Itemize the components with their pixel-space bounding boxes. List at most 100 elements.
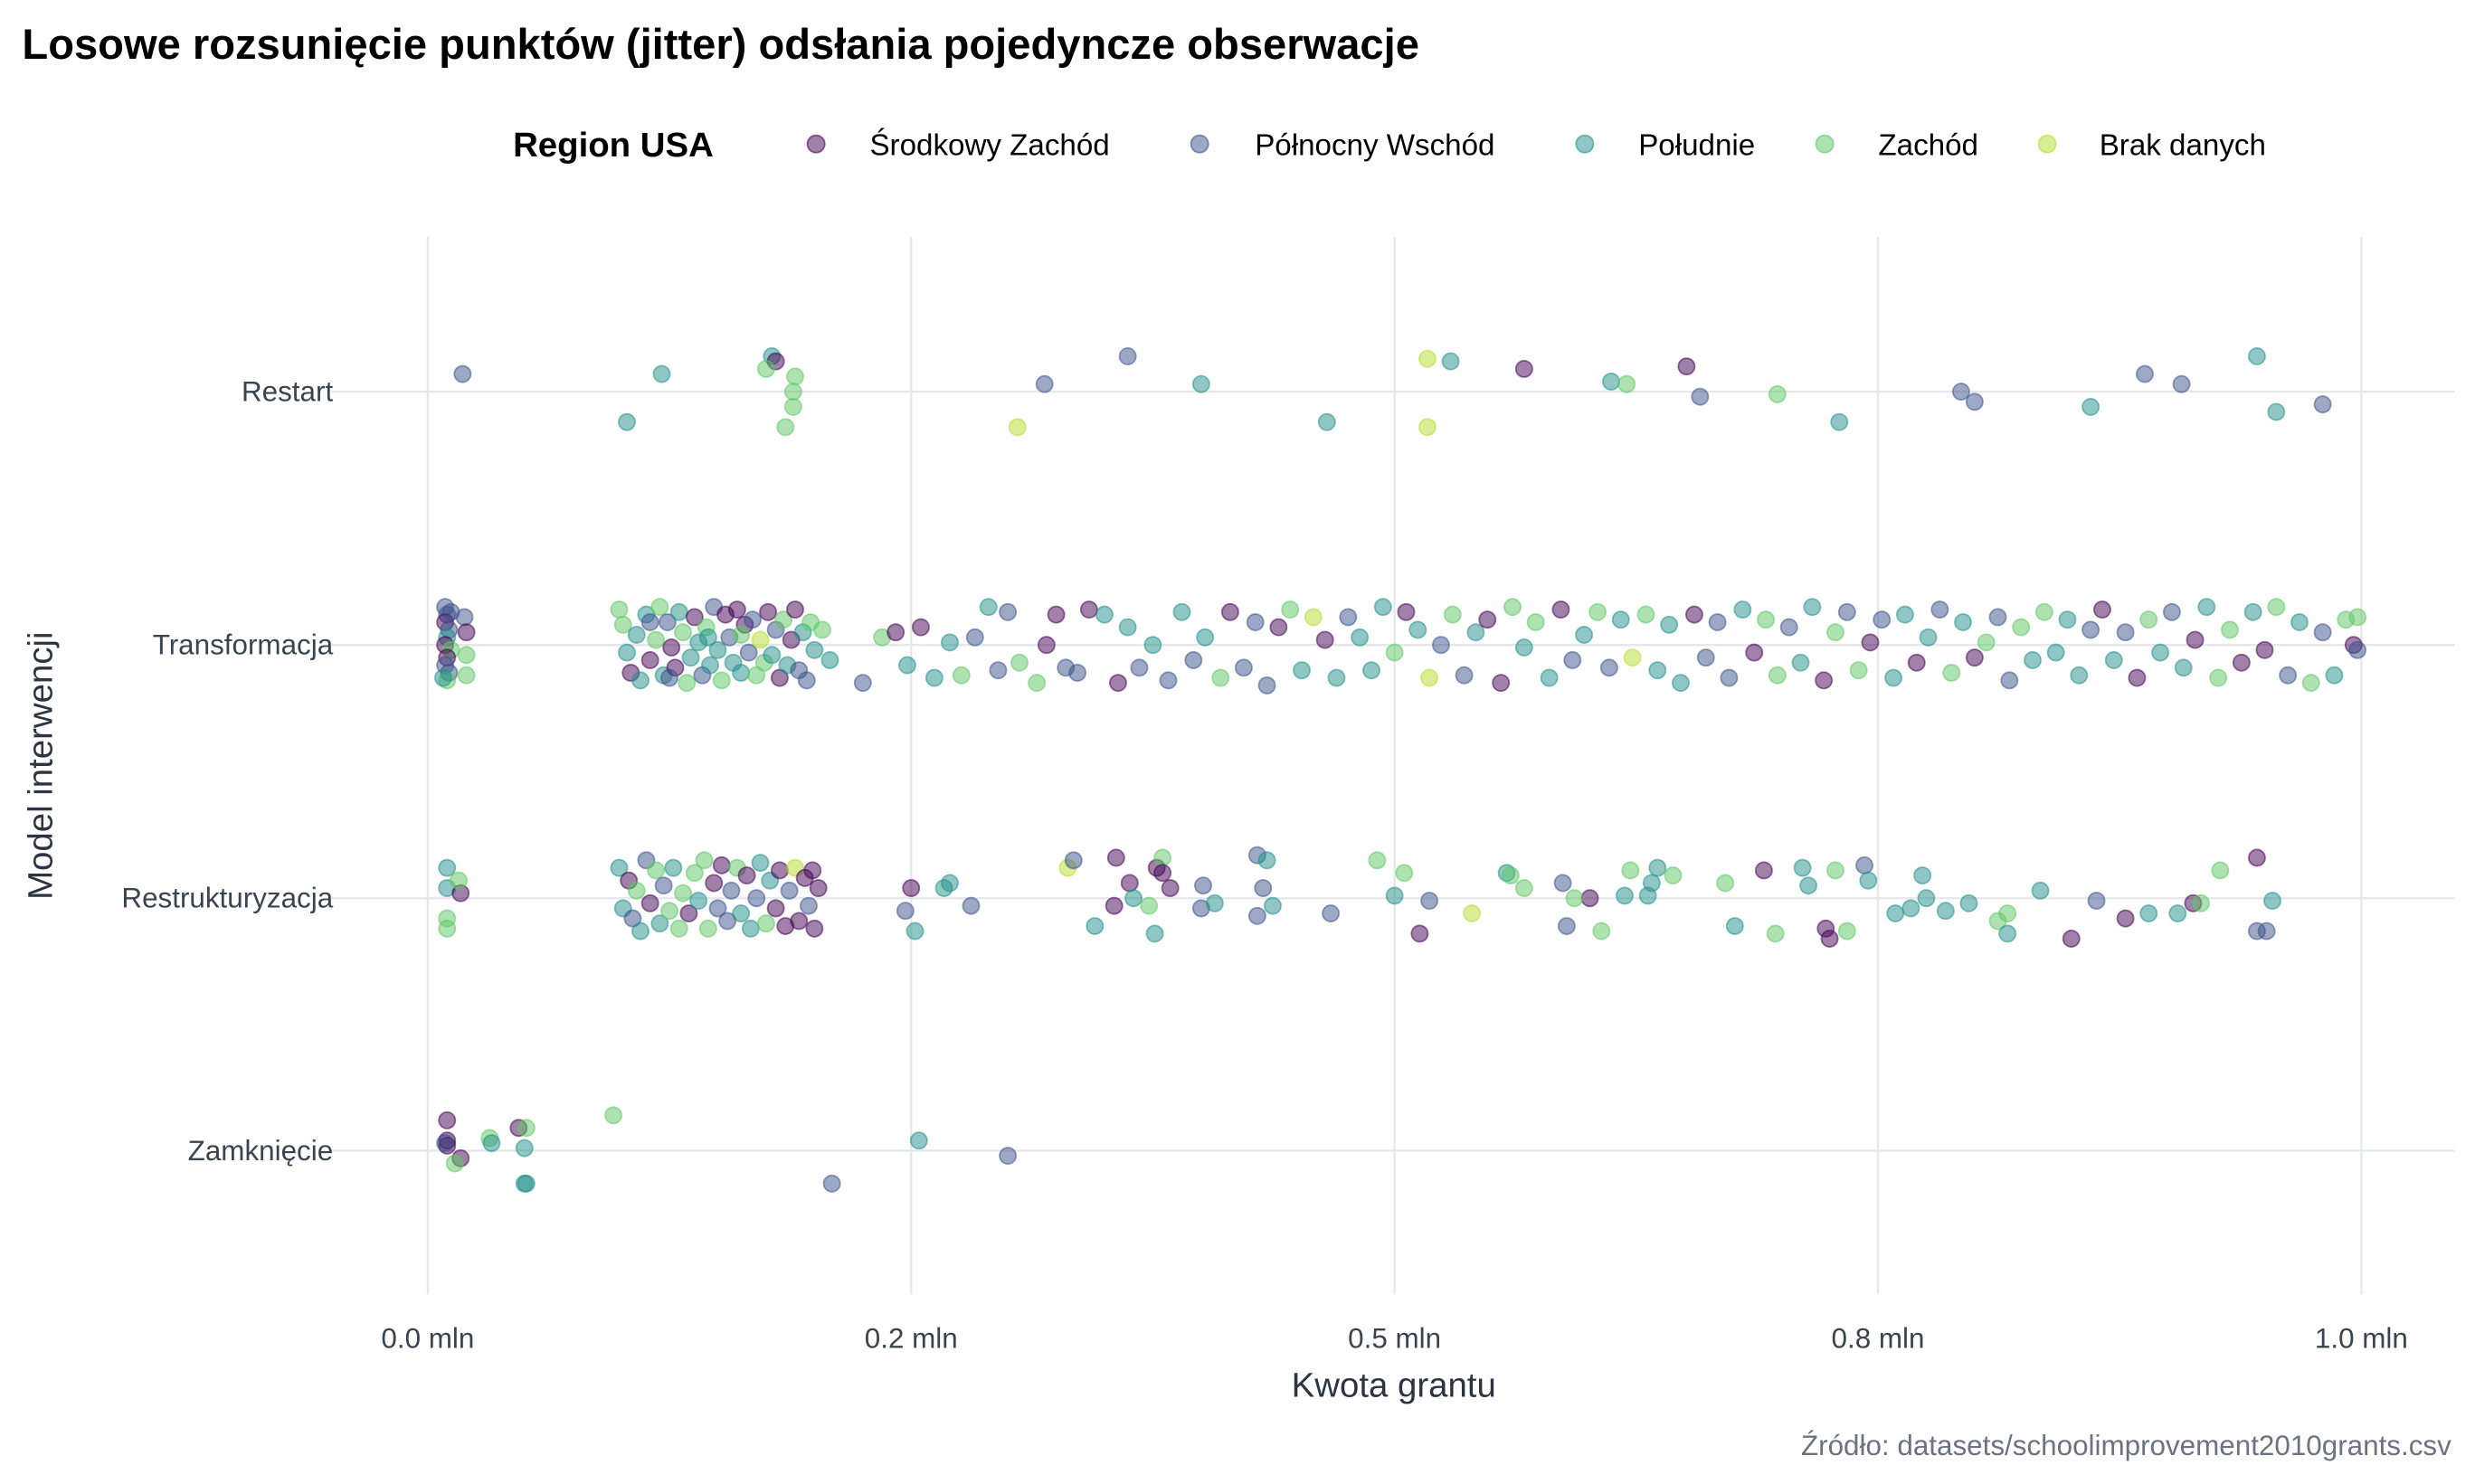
data-point: [1118, 618, 1137, 637]
data-point: [1327, 668, 1346, 687]
data-point: [2247, 848, 2266, 867]
data-point: [1410, 924, 1429, 943]
data-point: [453, 364, 472, 383]
data-point: [783, 397, 802, 416]
data-point: [441, 602, 460, 621]
data-point: [1035, 374, 1054, 393]
data-point: [1478, 610, 1497, 629]
data-point: [2116, 623, 2135, 642]
data-point: [1143, 636, 1162, 655]
data-point: [1068, 664, 1087, 682]
data-point: [1385, 886, 1404, 905]
data-point: [1441, 352, 1460, 371]
data-point: [1106, 848, 1125, 867]
data-point: [1397, 602, 1416, 621]
data-point: [689, 892, 708, 910]
data-point: [1965, 648, 1984, 667]
data-point: [700, 656, 719, 675]
data-point: [640, 651, 659, 669]
data-point: [2087, 892, 2106, 910]
data-point: [1339, 608, 1358, 627]
data-point: [2024, 651, 2042, 669]
data-point: [1368, 851, 1387, 870]
data-point: [2162, 602, 2181, 621]
data-point: [1708, 613, 1727, 631]
data-point: [652, 364, 671, 383]
data-point: [2247, 347, 2266, 365]
data-point: [2116, 909, 2135, 928]
data-point: [1130, 658, 1149, 677]
data-point: [2174, 658, 2193, 677]
data-point: [515, 1139, 534, 1158]
data-point: [1913, 866, 1932, 885]
data-point: [674, 884, 692, 903]
y-tick-label: Restrukturyzacja: [121, 883, 333, 914]
data-point: [941, 633, 959, 652]
data-point: [1501, 866, 1520, 885]
data-point: [1919, 628, 1938, 647]
data-point: [2062, 930, 2081, 948]
data-point: [698, 628, 717, 647]
data-point: [1660, 615, 1679, 634]
data-point: [631, 922, 650, 940]
data-point: [1408, 620, 1427, 639]
data-point: [1105, 896, 1124, 915]
y-tick-label: Zamknięcie: [188, 1135, 334, 1167]
data-point: [2058, 610, 2077, 629]
data-point: [658, 613, 677, 631]
data-point: [812, 620, 831, 639]
data-point: [2290, 613, 2309, 631]
data-point: [1648, 661, 1667, 680]
data-point: [853, 674, 872, 693]
data-point: [1037, 636, 1056, 655]
data-point: [1672, 674, 1690, 693]
data-point: [654, 876, 673, 895]
data-point: [780, 881, 799, 900]
data-point: [1768, 666, 1787, 685]
data-point: [708, 899, 727, 918]
data-point: [674, 623, 692, 642]
data-point: [2139, 610, 2158, 629]
data-point: [909, 1131, 928, 1150]
data-point: [647, 630, 666, 649]
data-point: [662, 638, 681, 657]
data-point: [1895, 605, 1914, 624]
data-point: [2070, 666, 2089, 685]
data-point: [1942, 664, 1961, 682]
data-point: [770, 861, 789, 880]
data-point: [1124, 889, 1143, 908]
data-point: [2136, 364, 2154, 383]
data-point: [1754, 861, 1773, 880]
data-point: [1623, 648, 1642, 667]
data-point: [1503, 598, 1522, 617]
data-point: [2046, 643, 2065, 662]
data-point: [685, 864, 704, 883]
data-point: [679, 904, 698, 922]
data-point: [2031, 881, 2050, 900]
data-point: [1636, 605, 1655, 624]
data-point: [1580, 889, 1599, 908]
data-point: [650, 914, 669, 933]
data-point: [1086, 917, 1105, 935]
caption: Źródło: datasets/schoolimprovement2010gr…: [1801, 1430, 2451, 1461]
data-point: [1849, 661, 1868, 680]
data-point: [989, 661, 1008, 680]
data-point: [2267, 402, 2286, 421]
data-point: [732, 664, 751, 682]
data-point: [790, 912, 809, 931]
data-point: [732, 904, 751, 922]
data-point: [1684, 605, 1703, 624]
data-point: [1047, 605, 1066, 624]
data-point: [1079, 600, 1098, 619]
data-point: [1317, 412, 1336, 431]
data-point: [2128, 668, 2147, 687]
data-point: [1725, 917, 1744, 935]
data-point: [1269, 618, 1288, 637]
data-point: [1954, 613, 1972, 631]
data-point: [660, 668, 679, 687]
data-point: [2000, 671, 2019, 690]
data-point: [747, 889, 766, 908]
y-tick-label: Transformacja: [153, 629, 334, 661]
data-point: [450, 871, 469, 890]
data-point: [1455, 666, 1474, 685]
